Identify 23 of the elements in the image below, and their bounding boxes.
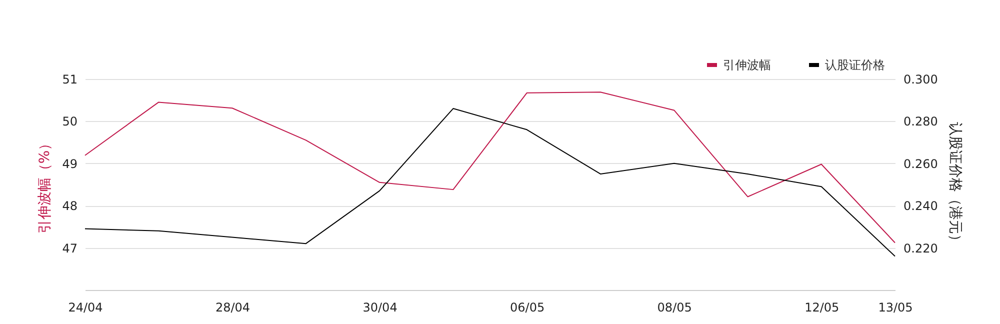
y2-tick-label: 0.300 [904,72,938,86]
y2-tick-label: 0.220 [904,241,938,256]
y-axis-title: 引伸波幅（%） [37,136,54,234]
legend-label: 认股证价格 [825,58,885,72]
y-tick-label: 47 [62,241,78,256]
x-tick-label: 30/04 [362,300,398,314]
legend-label: 引伸波幅 [723,58,771,72]
x-tick-label: 24/04 [68,300,103,314]
y2-tick-label: 0.240 [904,199,938,214]
y-tick-label: 51 [62,72,78,86]
x-tick-label: 28/04 [215,300,250,314]
x-tick-label: 06/05 [510,300,545,314]
y-tick-label: 49 [62,156,78,171]
y2-tick-label: 0.260 [904,156,938,171]
y-tick-label: 50 [62,114,78,129]
y-tick-label: 48 [62,199,78,214]
y2-axis-title: 认股证价格（港元） [946,122,963,248]
x-tick-label: 08/05 [657,300,692,314]
x-tick-label: 13/05 [878,300,913,314]
x-tick-label: 12/05 [804,300,840,314]
line-series [84,92,896,244]
line-series [84,108,896,257]
y2-tick-label: 0.280 [904,114,938,129]
